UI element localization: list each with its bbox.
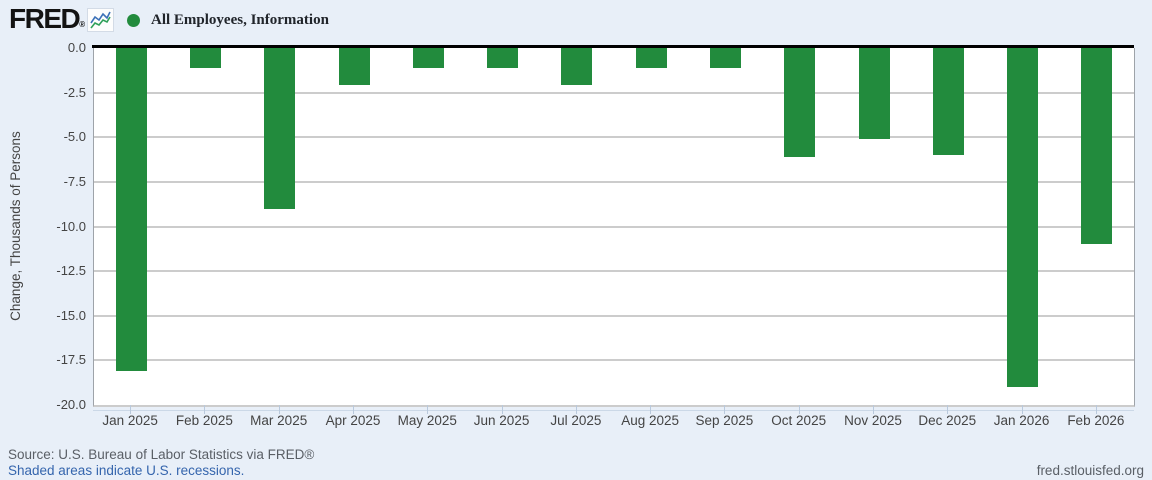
fred-site-link[interactable]: fred.stlouisfed.org xyxy=(1036,463,1144,478)
sparkline-icon xyxy=(87,8,114,32)
x-tick xyxy=(278,405,280,414)
x-tick xyxy=(947,405,949,414)
registered-mark: ® xyxy=(79,20,86,29)
x-tick xyxy=(204,405,206,414)
bar-feb-2026[interactable] xyxy=(1081,48,1113,245)
y-tick-label: -5.0 xyxy=(63,129,86,145)
x-tick-label: Jun 2025 xyxy=(473,413,530,428)
x-tick-label: Apr 2025 xyxy=(325,413,381,428)
source-text: Source: U.S. Bureau of Labor Statistics … xyxy=(8,447,315,462)
bar-oct-2025[interactable] xyxy=(784,48,816,157)
gridline xyxy=(94,270,1134,273)
x-tick-label: Oct 2025 xyxy=(771,413,827,428)
y-tick-label: 0.0 xyxy=(67,40,86,55)
legend: All Employees, Information xyxy=(127,12,329,29)
y-tick-label: -2.5 xyxy=(63,84,86,100)
bar-jan-2026[interactable] xyxy=(1007,48,1039,388)
bar-jun-2025[interactable] xyxy=(487,48,519,68)
y-tick-label: -7.5 xyxy=(63,173,86,189)
x-tick-label: Feb 2025 xyxy=(175,413,233,428)
gridline xyxy=(94,91,1134,94)
x-tick-label: Sep 2025 xyxy=(695,413,754,428)
x-tick xyxy=(353,405,354,414)
x-tick xyxy=(798,405,800,414)
bar-may-2025[interactable] xyxy=(412,48,444,68)
x-tick xyxy=(1021,405,1023,414)
x-tick xyxy=(501,405,503,414)
x-tick xyxy=(575,405,577,414)
x-tick-label: Jan 2025 xyxy=(102,413,158,428)
x-tick xyxy=(650,405,652,414)
x-tick xyxy=(427,405,429,414)
plot-area xyxy=(93,48,1135,407)
gridline xyxy=(94,180,1134,183)
x-tick-label: May 2025 xyxy=(397,413,457,428)
y-tick-label: -20.0 xyxy=(56,397,86,412)
x-tick-label: Feb 2026 xyxy=(1067,413,1125,428)
y-axis-labels: 0.0 -2.5 -5.0 -7.5 -10.0 -12.5 -15.0 -17.5 -20.0 xyxy=(0,0,86,480)
x-tick-label: Dec 2025 xyxy=(918,413,977,428)
gridline xyxy=(94,359,1134,362)
zero-line xyxy=(92,45,1134,48)
x-tick-label: Jan 2026 xyxy=(993,413,1050,428)
x-tick xyxy=(1095,405,1097,414)
x-tick-label: Mar 2025 xyxy=(250,413,308,428)
gridline xyxy=(94,136,1134,139)
fred-logo-text: FRED xyxy=(9,3,81,34)
gridline xyxy=(94,225,1134,228)
x-axis-line xyxy=(93,410,1134,411)
bar-mar-2025[interactable] xyxy=(264,48,296,209)
x-tick-label: Jul 2025 xyxy=(550,413,602,428)
y-tick-label: -12.5 xyxy=(56,263,86,279)
x-tick-label: Aug 2025 xyxy=(621,413,680,428)
bar-aug-2025[interactable] xyxy=(635,48,667,68)
bar-jan-2025[interactable] xyxy=(115,48,147,372)
x-tick-label: Nov 2025 xyxy=(844,413,902,428)
x-tick xyxy=(873,405,874,414)
y-tick-label: -17.5 xyxy=(56,352,86,368)
x-tick xyxy=(130,405,132,414)
y-tick-label: -10.0 xyxy=(56,218,86,234)
bar-sep-2025[interactable] xyxy=(709,48,741,68)
recession-note-link[interactable]: Shaded areas indicate U.S. recessions. xyxy=(8,463,245,478)
x-tick xyxy=(724,405,726,414)
bar-nov-2025[interactable] xyxy=(858,48,890,140)
fred-logo[interactable]: FRED® xyxy=(9,4,85,40)
x-axis-labels: Jan 2025 Feb 2025 Mar 2025 Apr 2025 May 2025… xyxy=(93,413,1133,431)
bar-jul-2025[interactable] xyxy=(561,48,593,86)
bar-feb-2025[interactable] xyxy=(189,48,221,68)
gridline xyxy=(94,314,1134,317)
bar-apr-2025[interactable] xyxy=(338,48,370,86)
legend-series-label: All Employees, Information xyxy=(151,12,329,28)
legend-marker-icon xyxy=(127,14,140,27)
bar-dec-2025[interactable] xyxy=(932,48,964,156)
y-tick-label: -15.0 xyxy=(56,307,86,323)
x-axis-ticks xyxy=(93,405,1133,414)
